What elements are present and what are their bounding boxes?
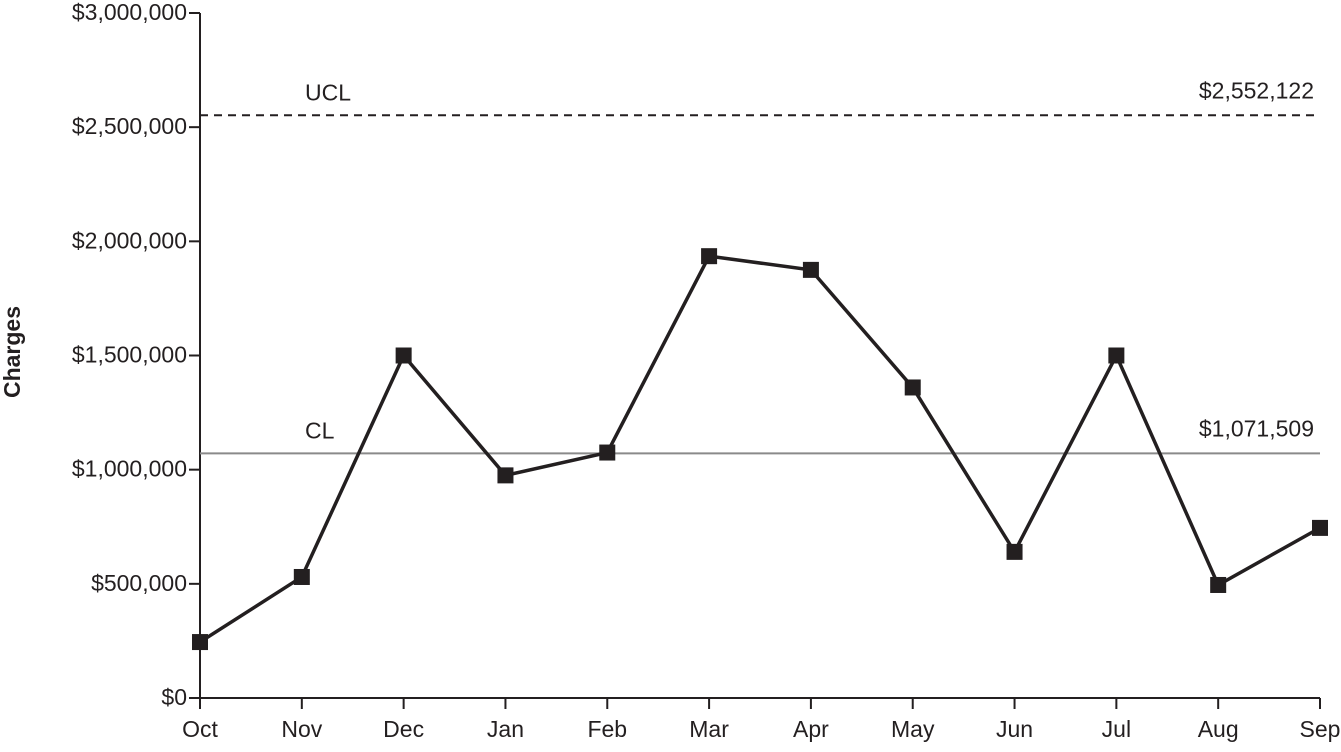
data-marker bbox=[1210, 576, 1227, 593]
data-marker bbox=[293, 568, 310, 585]
data-marker bbox=[599, 444, 616, 461]
data-marker bbox=[1108, 347, 1125, 364]
x-tick-label: Oct bbox=[182, 716, 218, 742]
x-tick-label: Dec bbox=[383, 716, 424, 742]
x-tick-label: Apr bbox=[793, 716, 829, 742]
data-line bbox=[199, 254, 1321, 644]
data-marker bbox=[701, 248, 718, 265]
x-tick-label: Nov bbox=[281, 716, 322, 742]
control-line-name: UCL bbox=[305, 79, 351, 105]
y-tick-label: $2,500,000 bbox=[72, 113, 187, 139]
x-tick-label: Aug bbox=[1198, 716, 1239, 742]
x-tick-label: Jul bbox=[1102, 716, 1131, 742]
y-tick-label: $500,000 bbox=[91, 570, 187, 596]
data-marker bbox=[395, 347, 412, 364]
y-tick-label: $2,000,000 bbox=[72, 227, 187, 253]
data-marker bbox=[1006, 543, 1023, 560]
x-tick-label: Jan bbox=[487, 716, 524, 742]
control-line-value: $2,552,122 bbox=[1199, 77, 1314, 103]
data-marker bbox=[192, 634, 208, 651]
data-marker bbox=[904, 379, 921, 396]
data-marker bbox=[1312, 519, 1328, 536]
y-tick-label: $1,000,000 bbox=[72, 456, 187, 482]
y-axis-label: Charges bbox=[0, 306, 25, 398]
x-tick-label: Mar bbox=[689, 716, 729, 742]
control-line-value: $1,071,509 bbox=[1199, 415, 1314, 441]
data-marker bbox=[497, 467, 514, 484]
control-line-name: CL bbox=[305, 417, 335, 443]
y-tick-label: $1,500,000 bbox=[72, 342, 187, 368]
x-tick-label: Feb bbox=[587, 716, 627, 742]
data-marker bbox=[802, 261, 819, 278]
x-tick-label: Jun bbox=[996, 716, 1033, 742]
y-tick-label: $3,000,000 bbox=[72, 0, 187, 25]
x-tick-label: Sep bbox=[1300, 716, 1341, 742]
x-tick-label: May bbox=[891, 716, 935, 742]
y-tick-label: $0 bbox=[161, 684, 187, 710]
